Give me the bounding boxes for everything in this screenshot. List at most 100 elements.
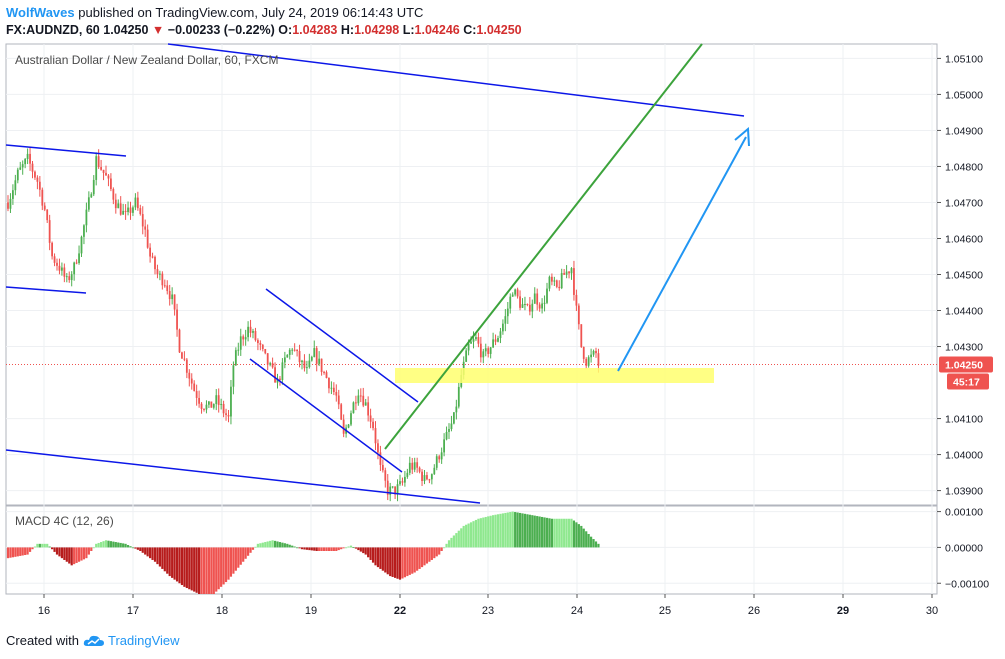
- price-axis[interactable]: 1.05100 1.05000 1.04900 1.04800 1.04700 1.046…: [937, 53, 993, 590]
- candle-body: [252, 331, 254, 333]
- candle-body: [95, 156, 98, 180]
- tradingview-brand[interactable]: TradingView: [107, 633, 180, 648]
- candle-body: [124, 210, 127, 213]
- chart-frame: [5, 43, 938, 595]
- candle-body: [176, 309, 178, 330]
- macd-bar: [597, 543, 600, 548]
- candle-body: [533, 293, 536, 304]
- macd-bar: [354, 547, 357, 549]
- macd-bar: [322, 547, 326, 551]
- candle-body: [568, 271, 570, 274]
- macd-tick-label: −0.00100: [945, 578, 989, 590]
- macd-bar: [70, 547, 73, 566]
- macd-bar: [526, 514, 529, 548]
- candle-body: [467, 343, 470, 351]
- macd-bar: [158, 547, 161, 567]
- macd-bar: [580, 525, 583, 548]
- macd-bar: [401, 547, 404, 579]
- macd-bar: [416, 547, 419, 571]
- candle-body: [29, 153, 31, 164]
- price-change: −0.00233 (−0.22%): [167, 23, 275, 37]
- candle-body: [134, 197, 137, 208]
- candle-body: [377, 443, 379, 453]
- macd-bar: [342, 547, 345, 549]
- candle-body: [222, 403, 225, 414]
- candle-body: [281, 362, 284, 381]
- candle-body: [408, 462, 411, 473]
- time-axis[interactable]: 16 17 18 19 22 23 24 25 26 29 30: [38, 594, 938, 617]
- macd-bar: [46, 543, 49, 548]
- macd-bar: [347, 546, 350, 548]
- candle-body: [208, 401, 210, 405]
- macd-bar: [163, 547, 166, 572]
- macd-bar: [77, 547, 81, 562]
- candle-body: [259, 343, 262, 345]
- channel-upper-line: [167, 43, 745, 117]
- candle-body: [232, 365, 235, 387]
- candle-body: [482, 351, 485, 358]
- macd-bar: [572, 520, 576, 548]
- macd-bar: [55, 547, 59, 555]
- macd-bar: [68, 547, 71, 564]
- macd-bar: [303, 547, 306, 550]
- candle-body: [83, 225, 85, 237]
- macd-bar: [9, 547, 12, 558]
- macd-bar: [447, 540, 451, 548]
- macd-bar: [308, 547, 311, 551]
- trend-line-green: [384, 43, 703, 450]
- macd-bar: [51, 547, 54, 550]
- price-tick-label: 1.04600: [945, 233, 983, 245]
- macd-bar: [222, 547, 225, 585]
- macd-bar: [541, 516, 544, 548]
- tradingview-cloud-icon: [83, 635, 104, 646]
- macd-bar: [345, 547, 348, 549]
- macd-bar: [249, 547, 252, 553]
- macd-bar: [474, 519, 478, 548]
- time-tick-label: 29: [837, 605, 849, 617]
- author-name[interactable]: WolfWaves: [6, 5, 75, 20]
- macd-bar: [119, 542, 122, 548]
- candle-body: [51, 242, 53, 257]
- candle-body: [516, 289, 519, 297]
- candle-body: [12, 190, 14, 199]
- macd-bar: [65, 547, 68, 562]
- candle-body: [465, 350, 468, 362]
- candle-body: [185, 359, 188, 373]
- macd-bar: [467, 523, 470, 548]
- candle-body: [127, 207, 129, 213]
- macd-bar: [428, 547, 431, 562]
- macd-bar: [374, 547, 377, 566]
- grid: [6, 44, 937, 594]
- macd-bar: [215, 547, 218, 592]
- macd-bar: [433, 547, 436, 559]
- projection-arrow-head: [734, 126, 750, 147]
- macd-bar: [567, 518, 571, 548]
- macd-bar: [330, 547, 333, 551]
- projection-arrow-line: [617, 136, 747, 372]
- macd-bar: [376, 547, 380, 568]
- candle-body: [9, 198, 12, 209]
- candle-body: [107, 175, 110, 179]
- candle-body: [87, 197, 90, 210]
- candle-body: [538, 304, 541, 309]
- candle-body: [320, 358, 323, 372]
- candle-body: [114, 199, 117, 209]
- macd-bar: [80, 547, 83, 561]
- macd-bar: [504, 512, 507, 548]
- countdown-badge: [947, 373, 989, 390]
- macd-bar: [178, 547, 181, 584]
- candle-body: [271, 363, 274, 368]
- price-tick-label: 1.05000: [945, 89, 983, 101]
- macd-bar: [487, 516, 490, 548]
- candle-body: [543, 302, 546, 304]
- candle-body: [151, 256, 154, 258]
- candle-body: [573, 268, 575, 295]
- chart-title: Australian Dollar / New Zealand Dollar, …: [15, 53, 278, 67]
- macd-bar: [24, 547, 27, 556]
- macd-bar: [518, 512, 522, 548]
- candle-body: [105, 172, 107, 176]
- macd-bar: [367, 547, 370, 558]
- macd-bar: [114, 542, 117, 548]
- macd-bar: [188, 547, 191, 590]
